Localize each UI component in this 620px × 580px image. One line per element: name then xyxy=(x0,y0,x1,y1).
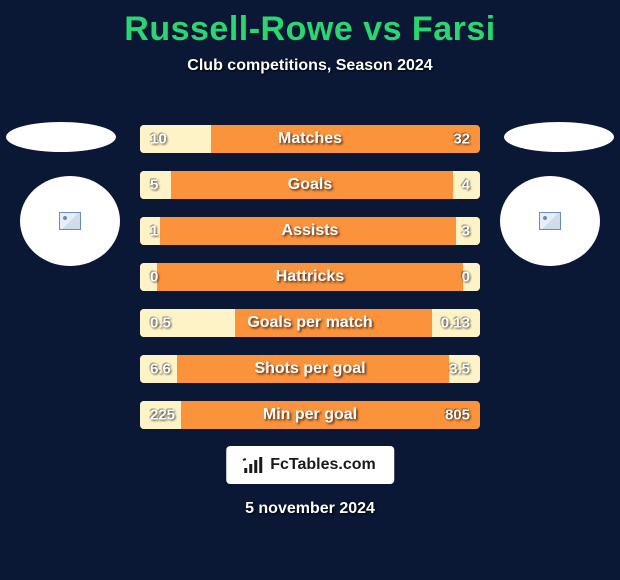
stat-row: 0 0Hattricks xyxy=(140,263,480,291)
stat-left-value: 0.5 xyxy=(150,315,171,332)
stat-row: 6.6 3.5Shots per goal xyxy=(140,355,480,383)
stat-label: Shots per goal xyxy=(140,360,480,378)
stat-left-value: 10 xyxy=(150,131,167,148)
date-label: 5 november 2024 xyxy=(0,500,620,518)
stat-row: 5 4Goals xyxy=(140,171,480,199)
player-right-badge xyxy=(500,176,600,266)
stat-right-value: 3 xyxy=(462,223,470,240)
stat-right-value: 4 xyxy=(462,177,470,194)
stat-left-value: 6.6 xyxy=(150,361,171,378)
page-title: Russell-Rowe vs Farsi xyxy=(0,0,620,49)
stat-right-value: 805 xyxy=(445,407,470,424)
image-placeholder-icon xyxy=(539,212,561,230)
player-right-ellipse xyxy=(504,122,614,152)
subtitle: Club competitions, Season 2024 xyxy=(0,57,620,75)
stat-row: 0.50.13Goals per match xyxy=(140,309,480,337)
stat-left-value: 1 xyxy=(150,223,158,240)
stat-label: Hattricks xyxy=(140,268,480,286)
image-placeholder-icon xyxy=(59,212,81,230)
stat-label: Min per goal xyxy=(140,406,480,424)
player-left-ellipse xyxy=(6,122,116,152)
stat-right-value: 0.13 xyxy=(441,315,470,332)
stat-left-value: 0 xyxy=(150,269,158,286)
footer-name: FcTables.com xyxy=(270,456,376,474)
player-left-badge xyxy=(20,176,120,266)
stat-row: 1 3Assists xyxy=(140,217,480,245)
stat-right-value: 32 xyxy=(453,131,470,148)
stat-label: Assists xyxy=(140,222,480,240)
stat-label: Goals xyxy=(140,176,480,194)
fctables-logo-icon xyxy=(244,457,264,473)
stat-left-value: 225 xyxy=(150,407,175,424)
stat-right-value: 0 xyxy=(462,269,470,286)
footer-badge[interactable]: FcTables.com xyxy=(226,446,394,484)
stat-left-value: 5 xyxy=(150,177,158,194)
stat-row: 1032Matches xyxy=(140,125,480,153)
stat-row: 225 805Min per goal xyxy=(140,401,480,429)
stat-right-value: 3.5 xyxy=(449,361,470,378)
comparison-bars: 1032Matches54Goals13Assists00Hattricks0.… xyxy=(140,125,480,447)
